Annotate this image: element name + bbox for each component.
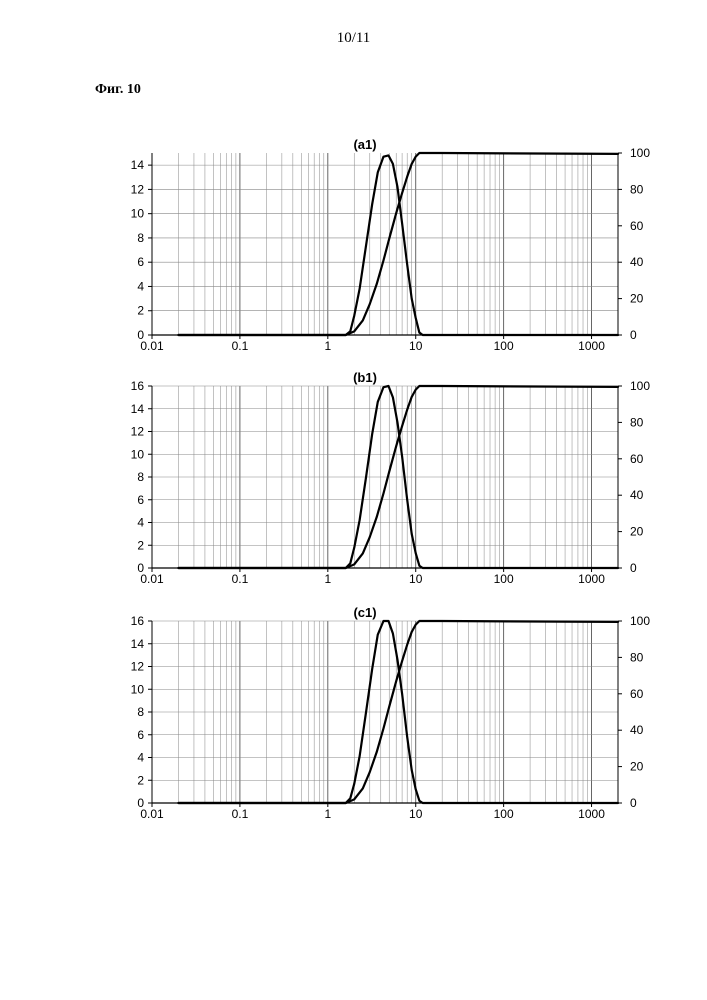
chart-b1-svg: 02468101214160204060801000.010.111010010…	[0, 368, 707, 588]
x-tick-label-a1: 0.1	[232, 339, 249, 353]
figure-label: Фиг. 10	[95, 82, 141, 98]
y-right-tick-label-a1: 20	[630, 292, 644, 306]
y-left-tick-label-c1: 2	[137, 773, 144, 787]
chart-b1: 02468101214160204060801000.010.111010010…	[0, 368, 707, 588]
y-left-tick-label-b1: 10	[131, 447, 145, 461]
y-left-tick-label-b1: 12	[131, 425, 145, 439]
x-tick-label-a1: 1000	[578, 339, 605, 353]
y-left-tick-label-a1: 12	[131, 182, 145, 196]
y-left-tick-label-a1: 8	[137, 231, 144, 245]
x-tick-label-a1: 100	[494, 339, 514, 353]
chart-a1-svg: 024681012140204060801000.010.11101001000…	[0, 135, 707, 355]
y-right-tick-label-a1: 0	[630, 328, 637, 342]
x-tick-label-b1: 1000	[578, 572, 605, 586]
y-right-tick-label-b1: 100	[630, 379, 650, 393]
plot-area	[152, 153, 618, 335]
chart-c1: 02468101214160204060801000.010.111010010…	[0, 603, 707, 823]
y-right-tick-label-b1: 0	[630, 561, 637, 575]
y-left-tick-label-c1: 4	[137, 751, 144, 765]
y-right-tick-label-b1: 20	[630, 525, 644, 539]
y-right-tick-label-a1: 40	[630, 255, 644, 269]
x-tick-label-c1: 0.1	[232, 807, 249, 821]
y-left-tick-label-b1: 8	[137, 470, 144, 484]
chart-title-a1: (a1)	[353, 137, 376, 152]
x-tick-label-c1: 10	[409, 807, 423, 821]
y-left-tick-label-c1: 10	[131, 682, 145, 696]
y-left-tick-label-c1: 16	[131, 614, 145, 628]
y-right-tick-label-a1: 100	[630, 146, 650, 160]
y-right-tick-label-a1: 80	[630, 182, 644, 196]
chart-title-c1: (c1)	[353, 605, 376, 620]
y-right-tick-label-c1: 20	[630, 760, 644, 774]
x-tick-label-a1: 1	[324, 339, 331, 353]
y-left-tick-label-c1: 12	[131, 660, 145, 674]
y-left-tick-label-c1: 14	[131, 637, 145, 651]
chart-a1: 024681012140204060801000.010.11101001000…	[0, 135, 707, 355]
y-left-tick-label-a1: 6	[137, 255, 144, 269]
x-tick-label-b1: 100	[494, 572, 514, 586]
y-left-tick-label-b1: 2	[137, 538, 144, 552]
x-tick-label-c1: 0.01	[140, 807, 164, 821]
y-right-tick-label-c1: 0	[630, 796, 637, 810]
x-tick-label-b1: 0.1	[232, 572, 249, 586]
y-left-tick-label-a1: 4	[137, 279, 144, 293]
y-left-tick-label-b1: 14	[131, 402, 145, 416]
x-tick-label-a1: 10	[409, 339, 423, 353]
y-right-tick-label-c1: 40	[630, 723, 644, 737]
chart-c1-svg: 02468101214160204060801000.010.111010010…	[0, 603, 707, 823]
x-tick-label-a1: 0.01	[140, 339, 164, 353]
y-left-tick-label-c1: 8	[137, 705, 144, 719]
x-tick-label-b1: 1	[324, 572, 331, 586]
x-tick-label-c1: 1	[324, 807, 331, 821]
y-left-tick-label-a1: 2	[137, 304, 144, 318]
y-left-tick-label-a1: 10	[131, 207, 145, 221]
y-left-tick-label-b1: 6	[137, 493, 144, 507]
y-left-tick-label-a1: 14	[131, 158, 145, 172]
y-right-tick-label-b1: 80	[630, 415, 644, 429]
y-left-tick-label-b1: 4	[137, 516, 144, 530]
y-right-tick-label-c1: 80	[630, 650, 644, 664]
y-right-tick-label-c1: 60	[630, 687, 644, 701]
x-tick-label-c1: 100	[494, 807, 514, 821]
y-right-tick-label-b1: 40	[630, 488, 644, 502]
y-right-tick-label-b1: 60	[630, 452, 644, 466]
y-left-tick-label-b1: 16	[131, 379, 145, 393]
y-right-tick-label-c1: 100	[630, 614, 650, 628]
x-tick-label-b1: 0.01	[140, 572, 164, 586]
y-left-tick-label-c1: 6	[137, 728, 144, 742]
page-number: 10/11	[0, 30, 707, 47]
chart-title-b1: (b1)	[353, 370, 377, 385]
y-right-tick-label-a1: 60	[630, 219, 644, 233]
x-tick-label-c1: 1000	[578, 807, 605, 821]
x-tick-label-b1: 10	[409, 572, 423, 586]
